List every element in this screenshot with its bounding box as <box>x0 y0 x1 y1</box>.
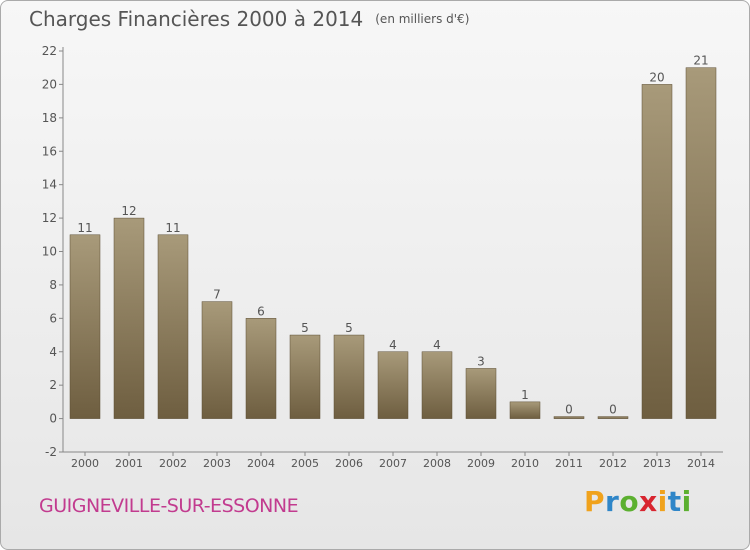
logo-letter: i <box>681 485 692 518</box>
commune-name: GUIGNEVILLE-SUR-ESSONNE <box>39 495 299 517</box>
x-tick-label: 2005 <box>291 457 319 470</box>
bar <box>69 234 101 419</box>
y-tick-label: 22 <box>42 44 57 58</box>
bar <box>333 334 365 419</box>
x-tick-label: 2003 <box>203 457 231 470</box>
bar <box>685 67 717 419</box>
y-tick-label: 4 <box>49 345 57 359</box>
y-tick-label: 8 <box>49 278 57 292</box>
x-tick-label: 2001 <box>115 457 143 470</box>
x-tick-label: 2002 <box>159 457 187 470</box>
data-label: 20 <box>649 70 664 84</box>
data-label: 4 <box>433 338 441 352</box>
logo-letter: o <box>619 485 640 518</box>
x-tick-label: 2009 <box>467 457 495 470</box>
x-tick-label: 2012 <box>599 457 627 470</box>
bar <box>597 416 629 419</box>
x-tick-label: 2011 <box>555 457 583 470</box>
x-tick-label: 2013 <box>643 457 671 470</box>
data-label: 6 <box>257 304 265 318</box>
data-label: 4 <box>389 338 397 352</box>
data-label: 11 <box>77 221 92 235</box>
data-label: 5 <box>345 321 353 335</box>
y-tick-label: 20 <box>42 77 57 91</box>
chart-unit: (en milliers d'€) <box>375 12 470 26</box>
bar <box>113 217 145 419</box>
x-tick-label: 2010 <box>511 457 539 470</box>
bar <box>245 318 277 419</box>
data-label: 7 <box>213 288 221 302</box>
data-label: 0 <box>609 403 617 417</box>
x-tick-label: 2000 <box>71 457 99 470</box>
bar <box>553 416 585 419</box>
logo-letter: x <box>639 485 658 518</box>
bar <box>289 334 321 419</box>
data-label: 11 <box>165 221 180 235</box>
bar <box>465 368 497 419</box>
bar <box>421 351 453 419</box>
data-label: 21 <box>693 54 708 68</box>
data-label: 5 <box>301 321 309 335</box>
x-tick-label: 2014 <box>687 457 715 470</box>
y-tick-label: 18 <box>42 111 57 125</box>
bar <box>157 234 189 419</box>
y-tick-label: 14 <box>42 178 57 192</box>
y-tick-label: 16 <box>42 144 57 158</box>
y-tick-label: 6 <box>49 311 57 325</box>
x-tick-label: 2008 <box>423 457 451 470</box>
logo-letter: t <box>667 485 682 518</box>
bar <box>201 301 233 419</box>
logo-letter: P <box>584 485 606 518</box>
data-label: 1 <box>521 388 529 402</box>
chart-title: Charges Financières 2000 à 2014 (en milli… <box>29 7 469 31</box>
y-tick-label: 12 <box>42 211 57 225</box>
chart-title-text: Charges Financières 2000 à 2014 <box>29 7 364 31</box>
y-tick-label: 0 <box>49 412 57 426</box>
x-tick-label: 2006 <box>335 457 363 470</box>
bar <box>641 84 673 419</box>
logo-letter: r <box>605 485 620 518</box>
x-tick-label: 2004 <box>247 457 275 470</box>
proxiti-logo: Proxiti <box>584 485 692 518</box>
x-tick-label: 2007 <box>379 457 407 470</box>
data-label: 12 <box>121 204 136 218</box>
y-tick-label: 2 <box>49 378 57 392</box>
y-tick-label: -2 <box>45 445 57 459</box>
data-label: 3 <box>477 354 485 368</box>
logo-letter: i <box>657 485 668 518</box>
bar <box>509 401 541 419</box>
y-tick-label: 10 <box>42 245 57 259</box>
bar <box>377 351 409 419</box>
data-label: 0 <box>565 403 573 417</box>
